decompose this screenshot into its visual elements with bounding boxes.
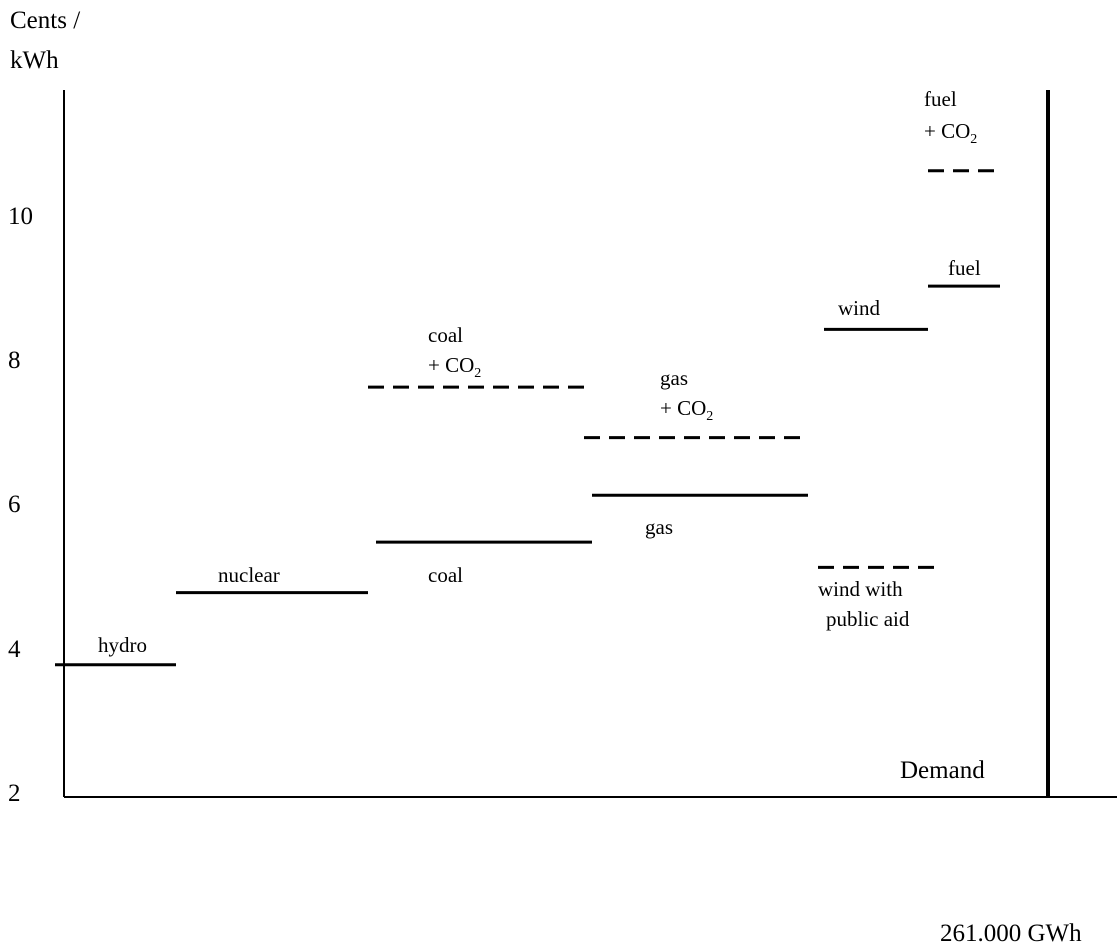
demand-label: Demand: [900, 757, 985, 784]
y-tick-label: 2: [8, 780, 21, 807]
label-coal: coal: [428, 563, 463, 587]
y-tick-label: 6: [8, 491, 21, 518]
label-coal-co2-line-2: + CO2: [428, 353, 481, 381]
label-gas-co2-line-1: gas: [660, 366, 688, 390]
y-axis-label-line-2: kWh: [10, 47, 59, 74]
label-wind: wind: [838, 296, 881, 320]
label-gas-co2-line-2: + CO2: [660, 396, 713, 424]
label-wind-aid-line-2: public aid: [826, 607, 910, 631]
y-tick-label: 8: [8, 347, 21, 374]
label-gas: gas: [645, 515, 673, 539]
label-fuel: fuel: [948, 256, 981, 280]
x-axis-label: 261.000 GWh: [940, 920, 1082, 947]
label-coal-co2-line-1: coal: [428, 323, 463, 347]
cost-segments: [55, 169, 1000, 667]
label-nuclear: nuclear: [218, 563, 280, 587]
label-wind-aid-line-1: wind with: [818, 577, 903, 601]
y-tick-label: 4: [8, 636, 21, 663]
label-hydro: hydro: [98, 633, 147, 657]
label-fuel-co2-line-1: fuel: [924, 87, 957, 111]
y-tick-label: 10: [8, 203, 33, 230]
y-axis-label-line-1: Cents /: [10, 7, 80, 34]
label-fuel-co2-line-2: + CO2: [924, 119, 977, 147]
